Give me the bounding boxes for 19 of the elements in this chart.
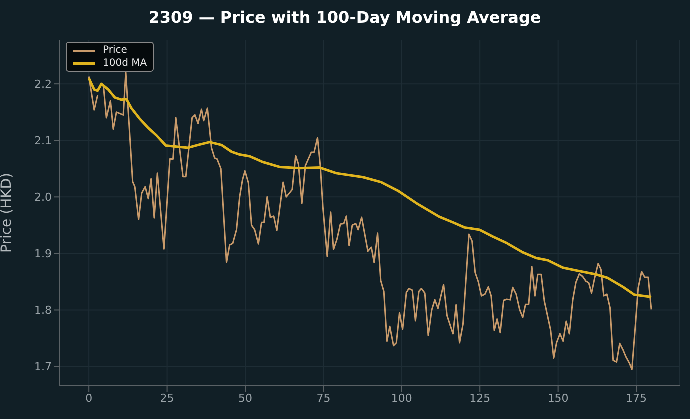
y-tick-label: 2.0 (34, 191, 52, 204)
x-tick-label: 50 (238, 392, 252, 405)
y-tick-label: 2.2 (34, 78, 52, 92)
x-tick-label: 100 (391, 392, 412, 405)
y-axis-title: Price (HKD) (0, 172, 15, 254)
legend-label: 100d MA (103, 58, 148, 69)
chart-title: 2309 — Price with 100-Day Moving Average (148, 8, 542, 27)
x-tick-label: 25 (160, 392, 174, 405)
y-tick-label: 1.8 (34, 304, 52, 318)
x-tick-label: 125 (470, 392, 491, 405)
line-series (88, 77, 653, 298)
legend-label: Price (103, 45, 128, 56)
y-tick-label: 1.7 (34, 360, 52, 374)
x-tick-label: 150 (548, 392, 569, 405)
y-tick-label: 1.9 (34, 248, 52, 261)
y-tick-label: 2.1 (34, 134, 52, 148)
x-tick-label: 0 (86, 392, 93, 405)
x-tick-label: 75 (316, 392, 331, 405)
x-tick-label: 175 (626, 392, 648, 405)
